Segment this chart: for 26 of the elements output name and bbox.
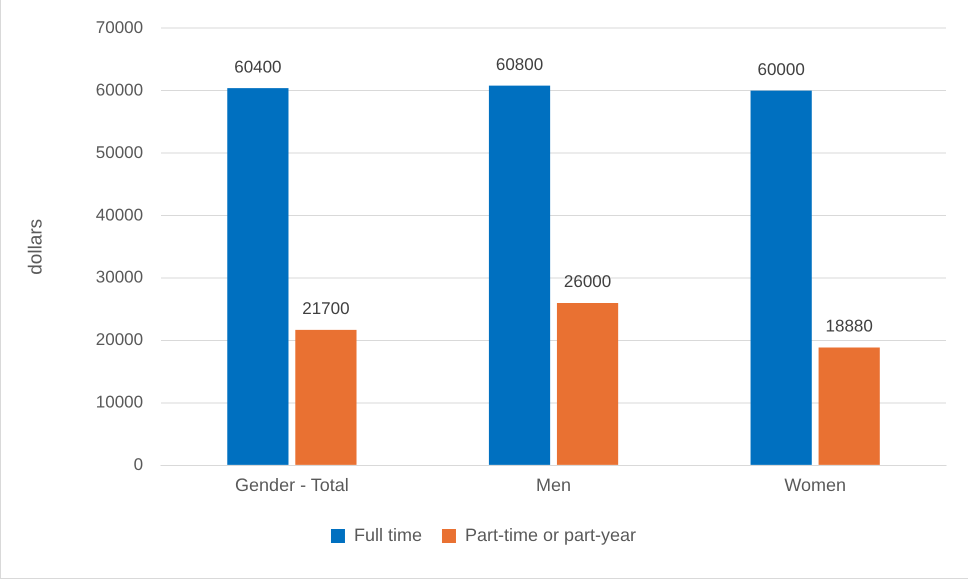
data-label: 21700 bbox=[302, 299, 350, 318]
y-tick-label: 60000 bbox=[96, 80, 144, 100]
bar bbox=[295, 330, 357, 465]
bar bbox=[556, 303, 618, 465]
y-tick-label: 70000 bbox=[96, 18, 144, 37]
legend-label: Full time bbox=[354, 524, 422, 545]
y-tick-label: 50000 bbox=[96, 142, 144, 162]
x-tick-label: Men bbox=[536, 475, 572, 496]
bar bbox=[750, 90, 812, 465]
data-label: 60400 bbox=[234, 57, 282, 76]
bar bbox=[488, 86, 550, 465]
bar bbox=[818, 347, 880, 465]
x-tick-label: Gender - Total bbox=[235, 475, 349, 496]
y-tick-label: 30000 bbox=[96, 268, 144, 287]
x-tick-label: Women bbox=[784, 475, 846, 496]
data-label: 18880 bbox=[826, 316, 873, 336]
y-axis-title: dollars bbox=[26, 218, 47, 275]
legend-label: Part-time or part-year bbox=[464, 524, 636, 545]
y-tick-label: 40000 bbox=[96, 205, 144, 224]
data-label: 60000 bbox=[758, 60, 805, 79]
data-label: 60800 bbox=[496, 54, 544, 74]
data-label: 26000 bbox=[564, 272, 612, 292]
y-tick-label: 0 bbox=[134, 455, 144, 474]
bar bbox=[227, 88, 288, 465]
y-tick-label: 10000 bbox=[96, 392, 144, 412]
y-tick-label: 20000 bbox=[96, 330, 144, 350]
